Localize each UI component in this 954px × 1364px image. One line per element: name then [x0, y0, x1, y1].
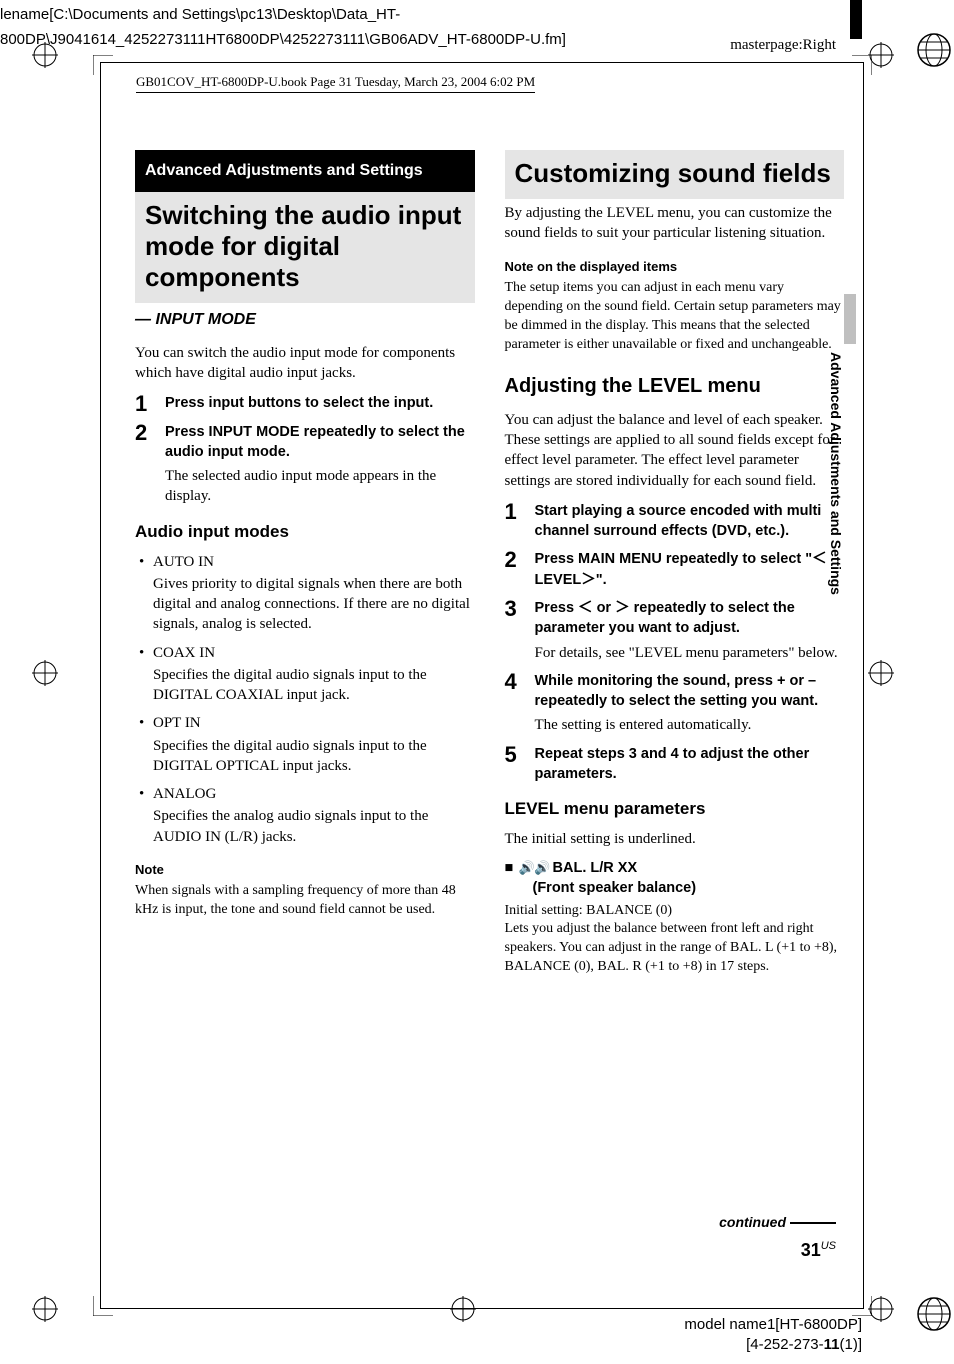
mode-item: COAX IN Specifies the digital audio sign…	[135, 643, 475, 706]
model-partno: [4-252-273-11(1)]	[684, 1335, 862, 1355]
model-info: model name1[HT-6800DP] [4-252-273-11(1)]	[684, 1315, 862, 1354]
black-tab-top	[850, 0, 862, 39]
filepath-line1: lename[C:\Documents and Settings\pc13\De…	[0, 0, 954, 25]
audio-modes-heading: Audio input modes	[135, 521, 475, 544]
right-note-body: The setup items you can adjust in each m…	[505, 279, 845, 355]
registration-mark-icon	[32, 660, 58, 686]
model-name: model name1[HT-6800DP]	[684, 1315, 862, 1335]
left-note-heading: Note	[135, 861, 475, 879]
step-title: Start playing a source encoded with mult…	[535, 501, 845, 542]
left-intro: You can switch the audio input mode for …	[135, 343, 475, 384]
left-title: Switching the audio input mode for digit…	[135, 192, 475, 304]
continued-indicator: continued	[719, 1214, 836, 1230]
page-number-value: 31	[801, 1240, 821, 1260]
book-reference: GB01COV_HT-6800DP-U.book Page 31 Tuesday…	[136, 74, 535, 93]
crop-globe-icon	[914, 30, 954, 70]
right-steps: Start playing a source encoded with mult…	[505, 501, 845, 784]
crop-bracket-icon	[93, 1296, 113, 1316]
right-title: Customizing sound fields	[505, 150, 845, 199]
mode-name: AUTO IN	[153, 552, 475, 572]
adjusting-level-intro: You can adjust the balance and level of …	[505, 410, 845, 491]
mode-name: COAX IN	[153, 643, 475, 663]
param-title-sub: (Front speaker balance)	[519, 879, 845, 899]
speaker-icon: 🔊 🔊	[519, 859, 549, 877]
mode-name: ANALOG	[153, 784, 475, 804]
level-params-heading: LEVEL menu parameters	[505, 798, 845, 821]
step-title: While monitoring the sound, press + or –…	[535, 671, 845, 712]
param-title-main: BAL. L/R XX	[553, 860, 638, 876]
mode-item: ANALOG Specifies the analog audio signal…	[135, 784, 475, 847]
param-desc: Lets you adjust the balance between fron…	[505, 920, 845, 977]
crop-bracket-icon	[852, 55, 872, 75]
mode-item: AUTO IN Gives priority to digital signal…	[135, 552, 475, 635]
mode-item: OPT IN Specifies the digital audio signa…	[135, 713, 475, 776]
section-badge: Advanced Adjustments and Settings	[135, 150, 475, 192]
mode-name: OPT IN	[153, 713, 475, 733]
left-column: Advanced Adjustments and Settings Switch…	[135, 150, 475, 977]
left-subtitle: — INPUT MODE	[135, 309, 475, 331]
level-params-intro: The initial setting is underlined.	[505, 829, 845, 849]
right-step: Repeat steps 3 and 4 to adjust the other…	[505, 744, 845, 785]
page-number-suffix: US	[821, 1240, 836, 1252]
crop-globe-icon	[914, 1294, 954, 1334]
registration-mark-icon	[32, 1296, 58, 1322]
step-title: Press MAIN MENU repeatedly to select "＜L…	[535, 549, 845, 590]
step-title: Press ＜ or ＞ repeatedly to select the pa…	[535, 598, 845, 639]
right-intro: By adjusting the LEVEL menu, you can cus…	[505, 203, 845, 244]
right-step: While monitoring the sound, press + or –…	[505, 671, 845, 736]
step-body: For details, see "LEVEL menu parameters"…	[535, 643, 845, 663]
left-note-body: When signals with a sampling frequency o…	[135, 882, 475, 920]
left-step: Press INPUT MODE repeatedly to select th…	[135, 422, 475, 507]
param-initial: Initial setting: BALANCE (0)	[505, 902, 845, 921]
side-tab-grey	[844, 294, 856, 344]
mode-desc: Specifies the digital audio signals inpu…	[153, 736, 475, 777]
audio-modes-list: AUTO IN Gives priority to digital signal…	[135, 552, 475, 847]
step-title: Press input buttons to select the input.	[165, 393, 475, 413]
mode-desc: Specifies the analog audio signals input…	[153, 806, 475, 847]
param-title: 🔊 🔊 BAL. L/R XX (Front speaker balance)	[505, 859, 845, 898]
crop-bracket-icon	[852, 1296, 872, 1316]
step-body: The selected audio input mode appears in…	[165, 466, 475, 507]
left-steps: Press input buttons to select the input.…	[135, 393, 475, 506]
left-step: Press input buttons to select the input.	[135, 393, 475, 413]
right-step: Press MAIN MENU repeatedly to select "＜L…	[505, 549, 845, 590]
registration-mark-icon	[450, 1296, 476, 1322]
param-block: 🔊 🔊 BAL. L/R XX (Front speaker balance) …	[505, 859, 845, 977]
registration-mark-icon	[32, 42, 58, 68]
crop-bracket-icon	[93, 55, 113, 75]
page-number: 31US	[801, 1240, 836, 1261]
registration-mark-icon	[868, 660, 894, 686]
right-step: Press ＜ or ＞ repeatedly to select the pa…	[505, 598, 845, 663]
content-area: Advanced Adjustments and Settings Switch…	[135, 150, 844, 977]
right-step: Start playing a source encoded with mult…	[505, 501, 845, 542]
step-title: Press INPUT MODE repeatedly to select th…	[165, 422, 475, 463]
adjusting-level-heading: Adjusting the LEVEL menu	[505, 373, 845, 400]
step-body: The setting is entered automatically.	[535, 715, 845, 735]
mode-desc: Specifies the digital audio signals inpu…	[153, 665, 475, 706]
right-column: Customizing sound fields By adjusting th…	[505, 150, 845, 977]
mode-desc: Gives priority to digital signals when t…	[153, 574, 475, 635]
right-note-heading: Note on the displayed items	[505, 258, 845, 276]
step-title: Repeat steps 3 and 4 to adjust the other…	[535, 744, 845, 785]
masterpage-label: masterpage:Right	[730, 37, 836, 54]
